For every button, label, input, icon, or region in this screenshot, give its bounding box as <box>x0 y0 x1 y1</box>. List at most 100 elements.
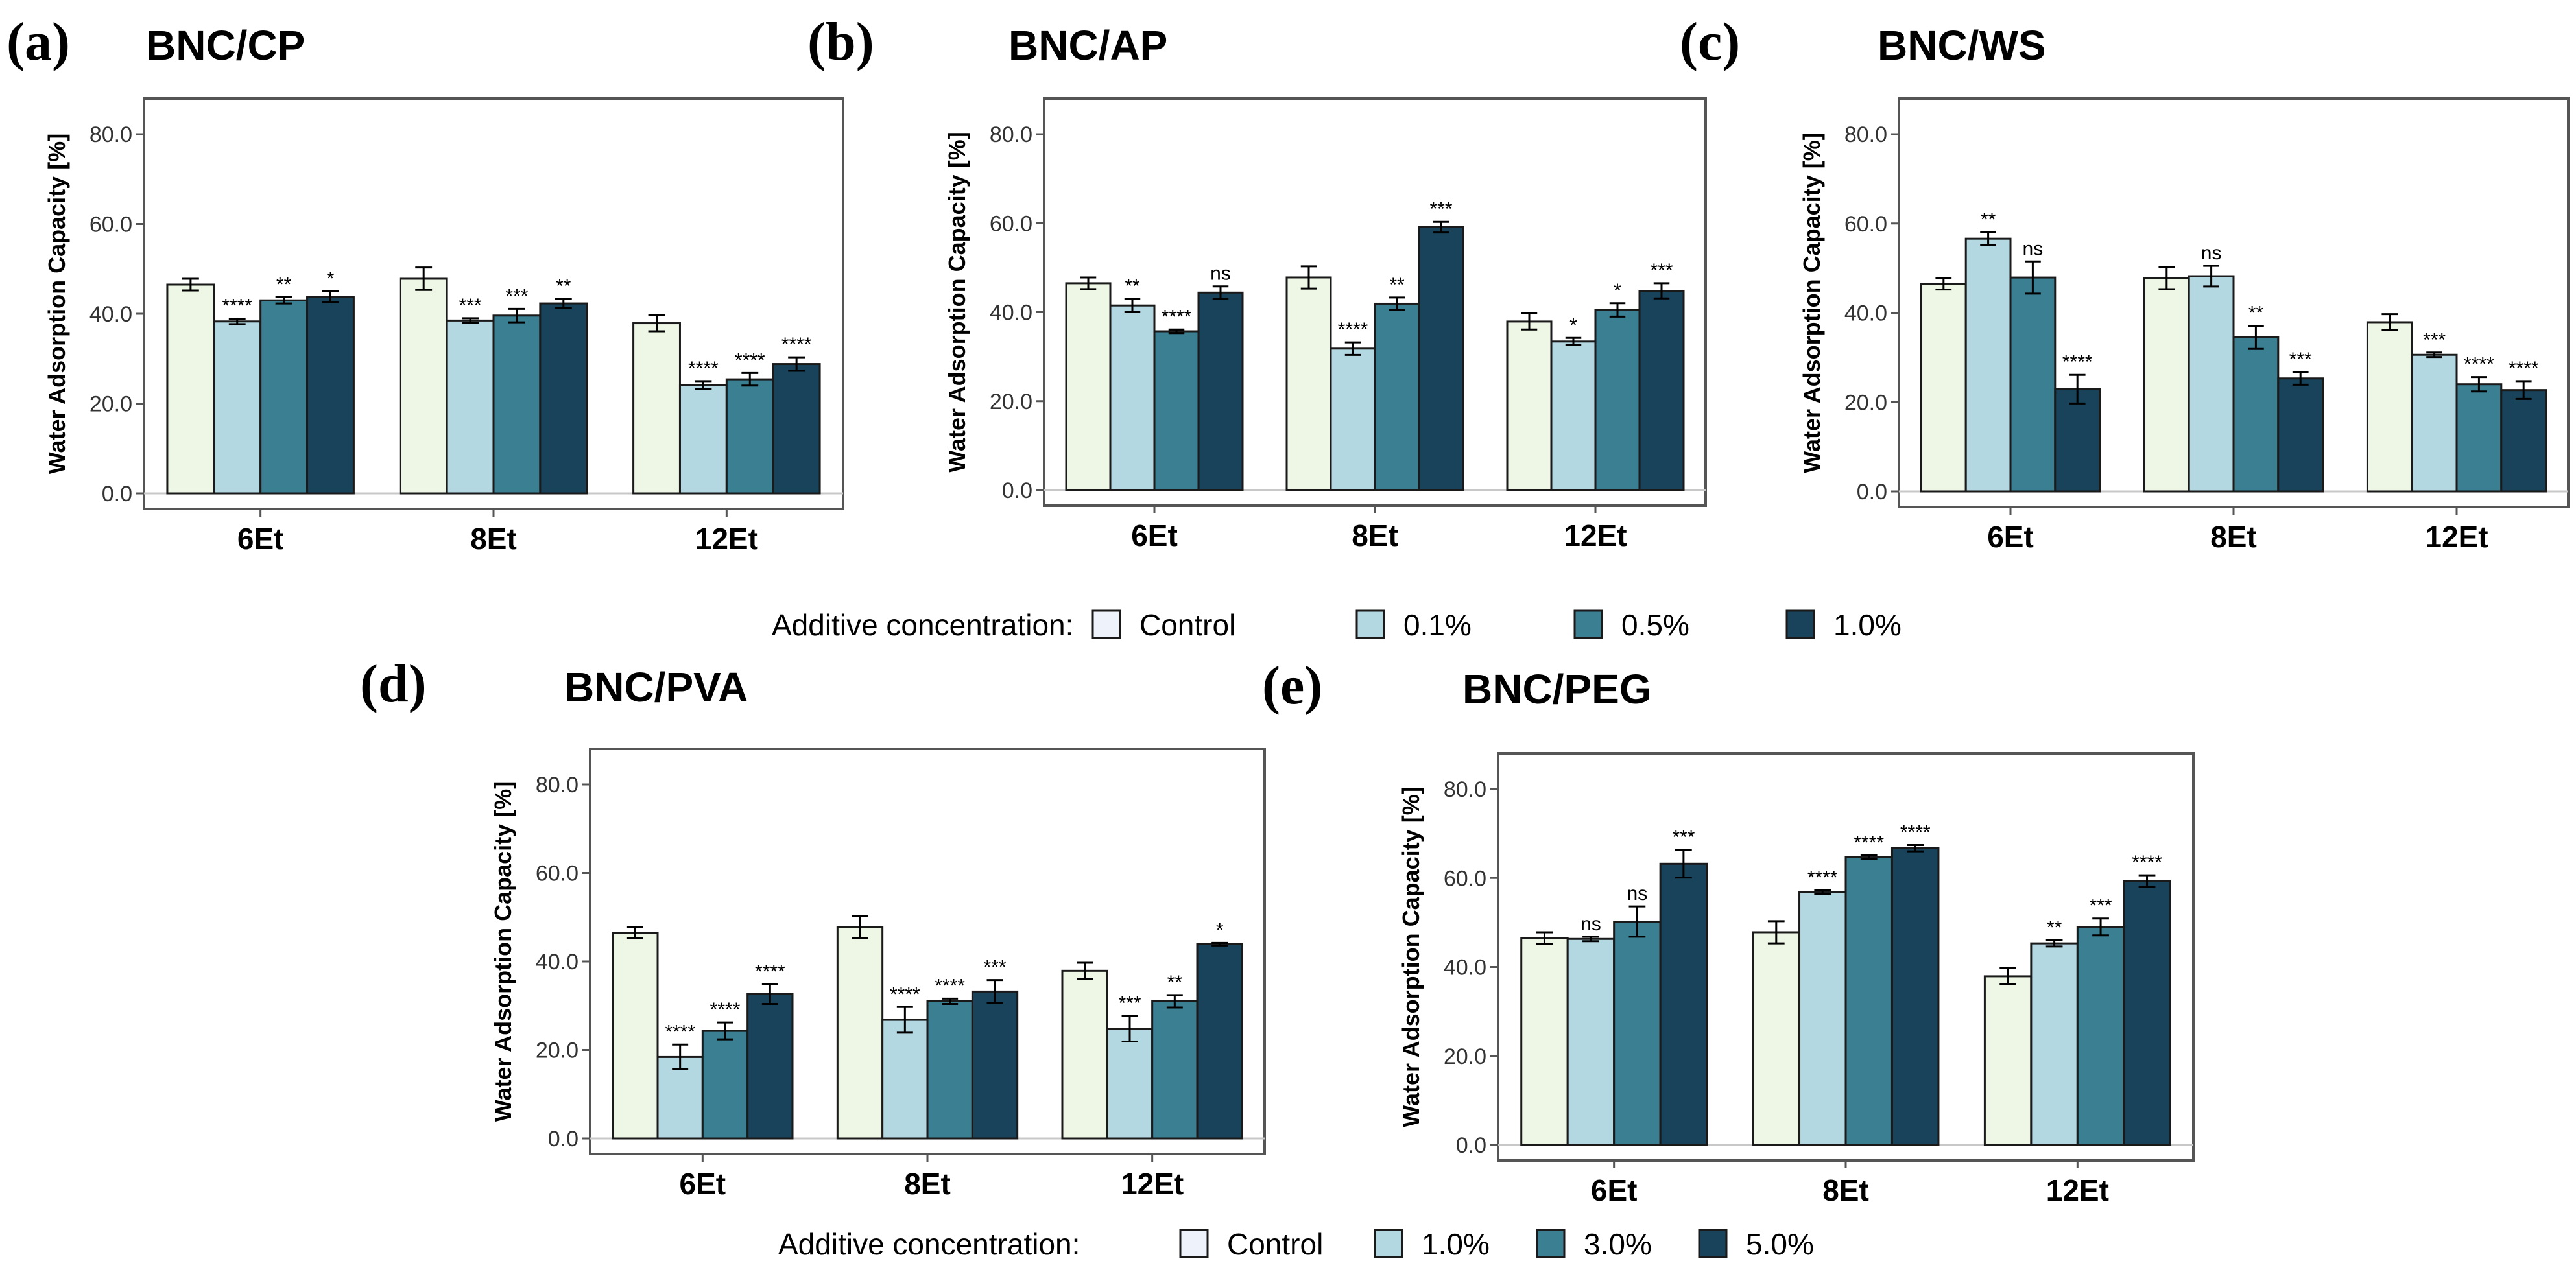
bar <box>1659 862 1708 1146</box>
y-tick-label: 20.0 <box>89 392 132 417</box>
legend-legend_top: Additive concentration: Control 0.1% 0.5% 1.… <box>772 608 1902 642</box>
significance-label: ** <box>2248 302 2264 324</box>
bar <box>725 378 774 495</box>
y-tick-label: 20.0 <box>1444 1044 1486 1069</box>
legend-title: Additive concentration: <box>778 1227 1080 1261</box>
bar <box>539 302 588 495</box>
significance-label: *** <box>1429 198 1452 220</box>
significance-label: ** <box>1167 972 1183 993</box>
significance-label: *** <box>1672 827 1695 848</box>
legend-label: 1.0% <box>1833 608 1902 642</box>
significance-label: **** <box>935 975 965 996</box>
legend-swatch <box>1785 609 1815 639</box>
bar <box>2030 942 2079 1146</box>
x-tick-label: 6Et <box>1987 520 2034 554</box>
y-tick-label: 60.0 <box>990 211 1032 236</box>
bar <box>1890 847 1940 1146</box>
significance-label: *** <box>459 295 482 316</box>
significance-label: ** <box>1981 209 1996 231</box>
bar <box>1151 1000 1199 1140</box>
bar <box>2188 275 2235 493</box>
bar <box>2054 388 2101 493</box>
bar <box>2500 389 2547 493</box>
bar <box>612 932 659 1140</box>
significance-label: **** <box>781 334 812 355</box>
significance-label: **** <box>2062 351 2093 373</box>
y-axis-label: Water Adsorption Capacity [%] <box>43 134 70 474</box>
significance-label: ns <box>2023 238 2044 259</box>
significance-label: *** <box>2289 349 2312 370</box>
panel-letter: (c) <box>1680 12 1740 72</box>
bar <box>701 1030 749 1140</box>
bar <box>1418 226 1464 491</box>
x-tick-label: 8Et <box>904 1167 951 1201</box>
y-tick-label: 20.0 <box>990 390 1032 414</box>
legend-swatch <box>1698 1229 1728 1258</box>
panel-letter: (d) <box>360 654 427 714</box>
bar <box>1920 283 1967 493</box>
significance-label: * <box>1569 314 1577 336</box>
bar <box>1330 347 1376 491</box>
legend-title: Additive concentration: <box>772 608 1073 642</box>
significance-label: **** <box>1807 867 1838 888</box>
bar <box>772 363 821 495</box>
bar <box>1196 943 1243 1140</box>
bar <box>2076 926 2125 1146</box>
bar <box>926 1000 973 1140</box>
significance-label: **** <box>755 961 785 982</box>
y-tick-label: 60.0 <box>1444 866 1486 891</box>
significance-label: **** <box>222 296 252 317</box>
legend-legend_bottom: Additive concentration: Control 1.0% 3.0% 5.… <box>778 1227 1814 1261</box>
significance-label: ns <box>1627 883 1648 904</box>
significance-label: * <box>1216 919 1224 941</box>
significance-label: *** <box>1650 260 1673 281</box>
legend-swatch <box>1091 609 1121 639</box>
significance-label: ns <box>2201 242 2222 264</box>
bar <box>492 314 542 495</box>
chart-panel-bnc-ws: (c) BNC/WS 0.0 20.0 40.0 60.0 80.0 Water Adsorp… <box>1680 12 2570 554</box>
x-tick-label: 8Et <box>2210 520 2257 554</box>
bar <box>1613 921 1662 1146</box>
legend-swatch <box>1536 1229 1566 1258</box>
y-tick-label: 0.0 <box>1857 480 1887 504</box>
y-tick-label: 80.0 <box>1444 777 1486 802</box>
significance-label: **** <box>890 983 920 1005</box>
x-tick-label: 8Et <box>1352 519 1398 552</box>
significance-label: * <box>327 268 335 289</box>
y-tick-label: 60.0 <box>536 862 578 886</box>
panel-title: BNC/PVA <box>564 664 748 711</box>
significance-label: *** <box>505 285 528 307</box>
bar <box>1964 237 2012 493</box>
legend-swatch <box>1179 1229 1209 1258</box>
bar <box>2123 880 2171 1146</box>
panel-letter: (e) <box>1262 655 1322 716</box>
legend-label: 1.0% <box>1422 1227 1490 1261</box>
significance-label: **** <box>1900 821 1931 843</box>
x-tick-label: 12Et <box>1564 519 1627 552</box>
significance-label: **** <box>2509 358 2539 379</box>
significance-label: **** <box>710 999 741 1020</box>
x-tick-label: 6Et <box>1591 1173 1638 1207</box>
bar <box>1065 282 1112 491</box>
bar <box>259 299 309 495</box>
bar <box>2143 277 2190 493</box>
chart-panel-bnc-cp: (a) BNC/CP 0.0 20.0 40.0 60.0 80.0 Water Adsorp… <box>6 12 844 556</box>
x-tick-label: 8Et <box>470 522 517 556</box>
legend-label: Control <box>1227 1227 1323 1261</box>
bar <box>1106 1028 1154 1140</box>
panel-title: BNC/CP <box>146 22 305 69</box>
significance-label: **** <box>1854 832 1884 853</box>
x-tick-label: 12Et <box>1121 1167 1184 1201</box>
legend-label: Control <box>1139 608 1235 642</box>
y-tick-label: 60.0 <box>89 213 132 237</box>
x-tick-label: 12Et <box>2046 1173 2109 1207</box>
bar <box>2366 321 2413 493</box>
chart-panel-bnc-ap: (b) BNC/AP 0.0 20.0 40.0 60.0 80.0 Water Adsorp… <box>807 12 1707 552</box>
y-tick-label: 40.0 <box>1844 301 1887 326</box>
significance-label: *** <box>2423 329 2446 351</box>
bar <box>1594 309 1641 491</box>
x-tick-label: 8Et <box>1822 1173 1869 1207</box>
legend-label: 0.5% <box>1621 608 1689 642</box>
bar <box>399 277 448 495</box>
bar <box>836 926 884 1140</box>
